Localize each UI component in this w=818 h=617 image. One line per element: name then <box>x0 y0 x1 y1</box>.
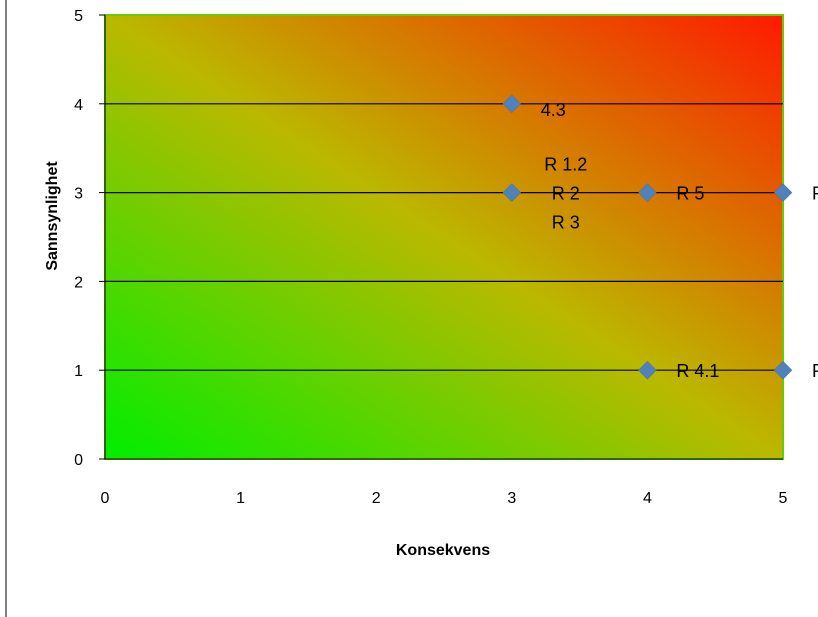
tick-labels: 0 1 2 3 4 5 0 1 2 3 4 5 <box>74 8 787 507</box>
data-point-marker <box>502 183 522 202</box>
y-tick-label-0: 0 <box>74 452 83 469</box>
plot-area <box>104 14 784 460</box>
y-tick-label-3: 3 <box>74 186 83 203</box>
data-label: R 4.2 <box>812 361 818 381</box>
data-label: 4.3 <box>541 100 566 120</box>
data-point-marker <box>773 183 793 202</box>
data-label: R 1.1 <box>812 184 818 204</box>
x-tick-label-2: 2 <box>372 490 381 507</box>
y-tick-label-4: 4 <box>74 97 83 114</box>
data-point-marker <box>638 360 657 380</box>
gridlines <box>105 103 783 371</box>
x-tick-label-4: 4 <box>643 490 652 507</box>
x-tick-label-3: 3 <box>507 490 516 507</box>
data-point-marker <box>638 183 657 202</box>
data-label: R 4.1 <box>676 361 719 381</box>
y-axis-title: Sannsynlighet <box>44 161 61 271</box>
data-point-marker <box>502 94 522 114</box>
axes <box>99 14 783 460</box>
data-label: R 5 <box>676 184 704 204</box>
x-tick-label-0: 0 <box>101 490 110 507</box>
x-tick-label-5: 5 <box>779 490 788 507</box>
data-labels: 4.3 R 1.2 R 2 R 3 R 5 R 1.1 R 4.1 R 4.2 <box>541 100 818 381</box>
y-tick-label-5: 5 <box>74 8 83 25</box>
data-label: R 3 <box>552 213 580 233</box>
data-point-marker <box>773 360 793 380</box>
x-axis-title: Konsekvens <box>396 542 490 559</box>
y-tick-label-1: 1 <box>74 363 83 380</box>
y-tick-label-2: 2 <box>74 274 83 291</box>
x-tick-label-1: 1 <box>236 490 245 507</box>
data-label: R 1.2 <box>544 155 587 175</box>
data-label: R 2 <box>552 184 580 204</box>
data-points <box>502 94 793 380</box>
